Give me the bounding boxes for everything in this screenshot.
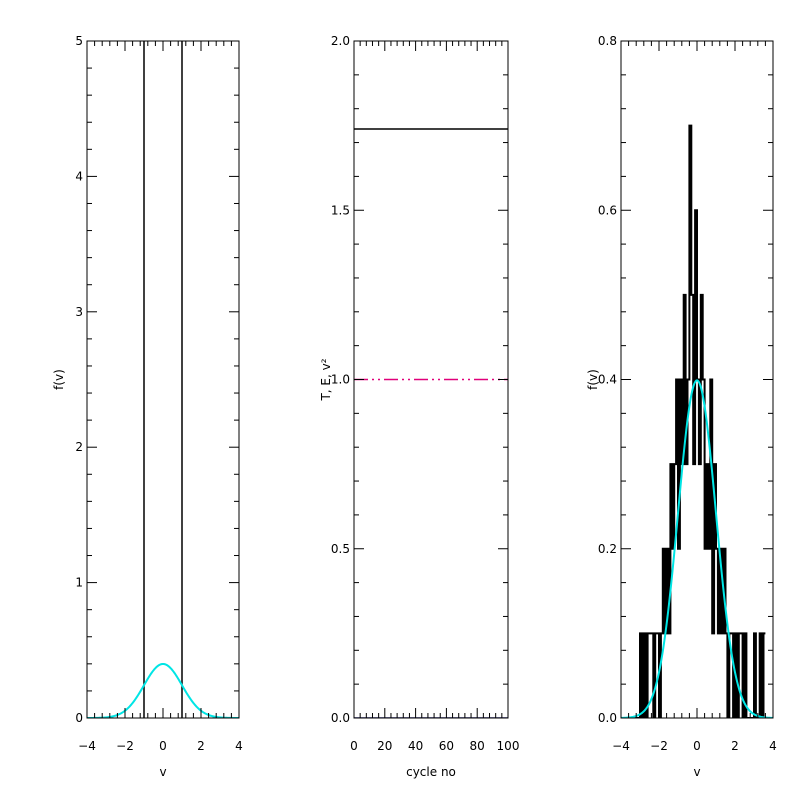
y-tick-label: 4 [75, 169, 83, 183]
gaussian-curve [621, 379, 773, 718]
y-tick-label: 0 [75, 711, 83, 725]
ticks [353, 40, 509, 719]
y-tick-label: 2.0 [331, 34, 350, 48]
y-tick-label: 0.4 [598, 373, 617, 387]
panel-3: −4 −2 0 2 4 0.0 0.2 0.4 0.6 0.8 v f(v) [586, 34, 777, 779]
x-tick-label: 4 [235, 739, 243, 753]
plot-area [621, 124, 773, 718]
plot-area [354, 128, 508, 718]
x-tick-label: 4 [769, 739, 777, 753]
x-tick-label: 80 [470, 739, 485, 753]
y-tick-label: 0.8 [598, 34, 617, 48]
x-tick-label: −4 [78, 739, 96, 753]
x-axis-label: cycle no [406, 765, 456, 779]
ticks [86, 40, 240, 719]
ticks [620, 40, 774, 719]
x-tick-label: 40 [408, 739, 423, 753]
plot-frame [86, 40, 240, 719]
panel-2: 0 20 40 60 80 100 0.0 0.5 1.0 1.5 2.0 cycle no T, E,… [319, 34, 519, 779]
x-tick-label: 60 [439, 739, 454, 753]
y-tick-label: 0.2 [598, 542, 617, 556]
x-tick-label: 2 [731, 739, 739, 753]
y-tick-label: 2 [75, 440, 83, 454]
y-tick-label: 1 [75, 576, 83, 590]
y-tick-label: 1.0 [331, 373, 350, 387]
y-tick-label: 0.0 [598, 711, 617, 725]
x-axis-label: v [693, 765, 700, 779]
x-tick-label: −2 [650, 739, 668, 753]
x-axis-label: v [159, 765, 166, 779]
y-tick-label: 1.5 [331, 203, 350, 217]
x-tick-label: −2 [116, 739, 134, 753]
x-tick-label: 0 [350, 739, 358, 753]
x-tick-label: 20 [377, 739, 392, 753]
y-tick-label: 0.5 [331, 542, 350, 556]
y-axis-label: T, E, v² [319, 358, 333, 401]
x-tick-label: 0 [159, 739, 167, 753]
y-tick-label: 0.6 [598, 203, 617, 217]
x-tick-label: 100 [497, 739, 520, 753]
y-tick-label: 0.0 [331, 711, 350, 725]
panel-1: −4 −2 0 2 4 0 1 2 3 4 5 v f(v) [52, 34, 243, 779]
gaussian-curve [87, 662, 239, 718]
y-axis-label: f(v) [52, 369, 66, 390]
histogram-step [622, 124, 766, 718]
x-tick-label: 2 [197, 739, 205, 753]
plot-area [87, 41, 239, 718]
y-tick-label: 3 [75, 305, 83, 319]
x-tick-label: −4 [612, 739, 630, 753]
y-tick-label: 5 [75, 34, 83, 48]
x-tick-label: 0 [693, 739, 701, 753]
y-axis-label: f(v) [586, 369, 600, 390]
